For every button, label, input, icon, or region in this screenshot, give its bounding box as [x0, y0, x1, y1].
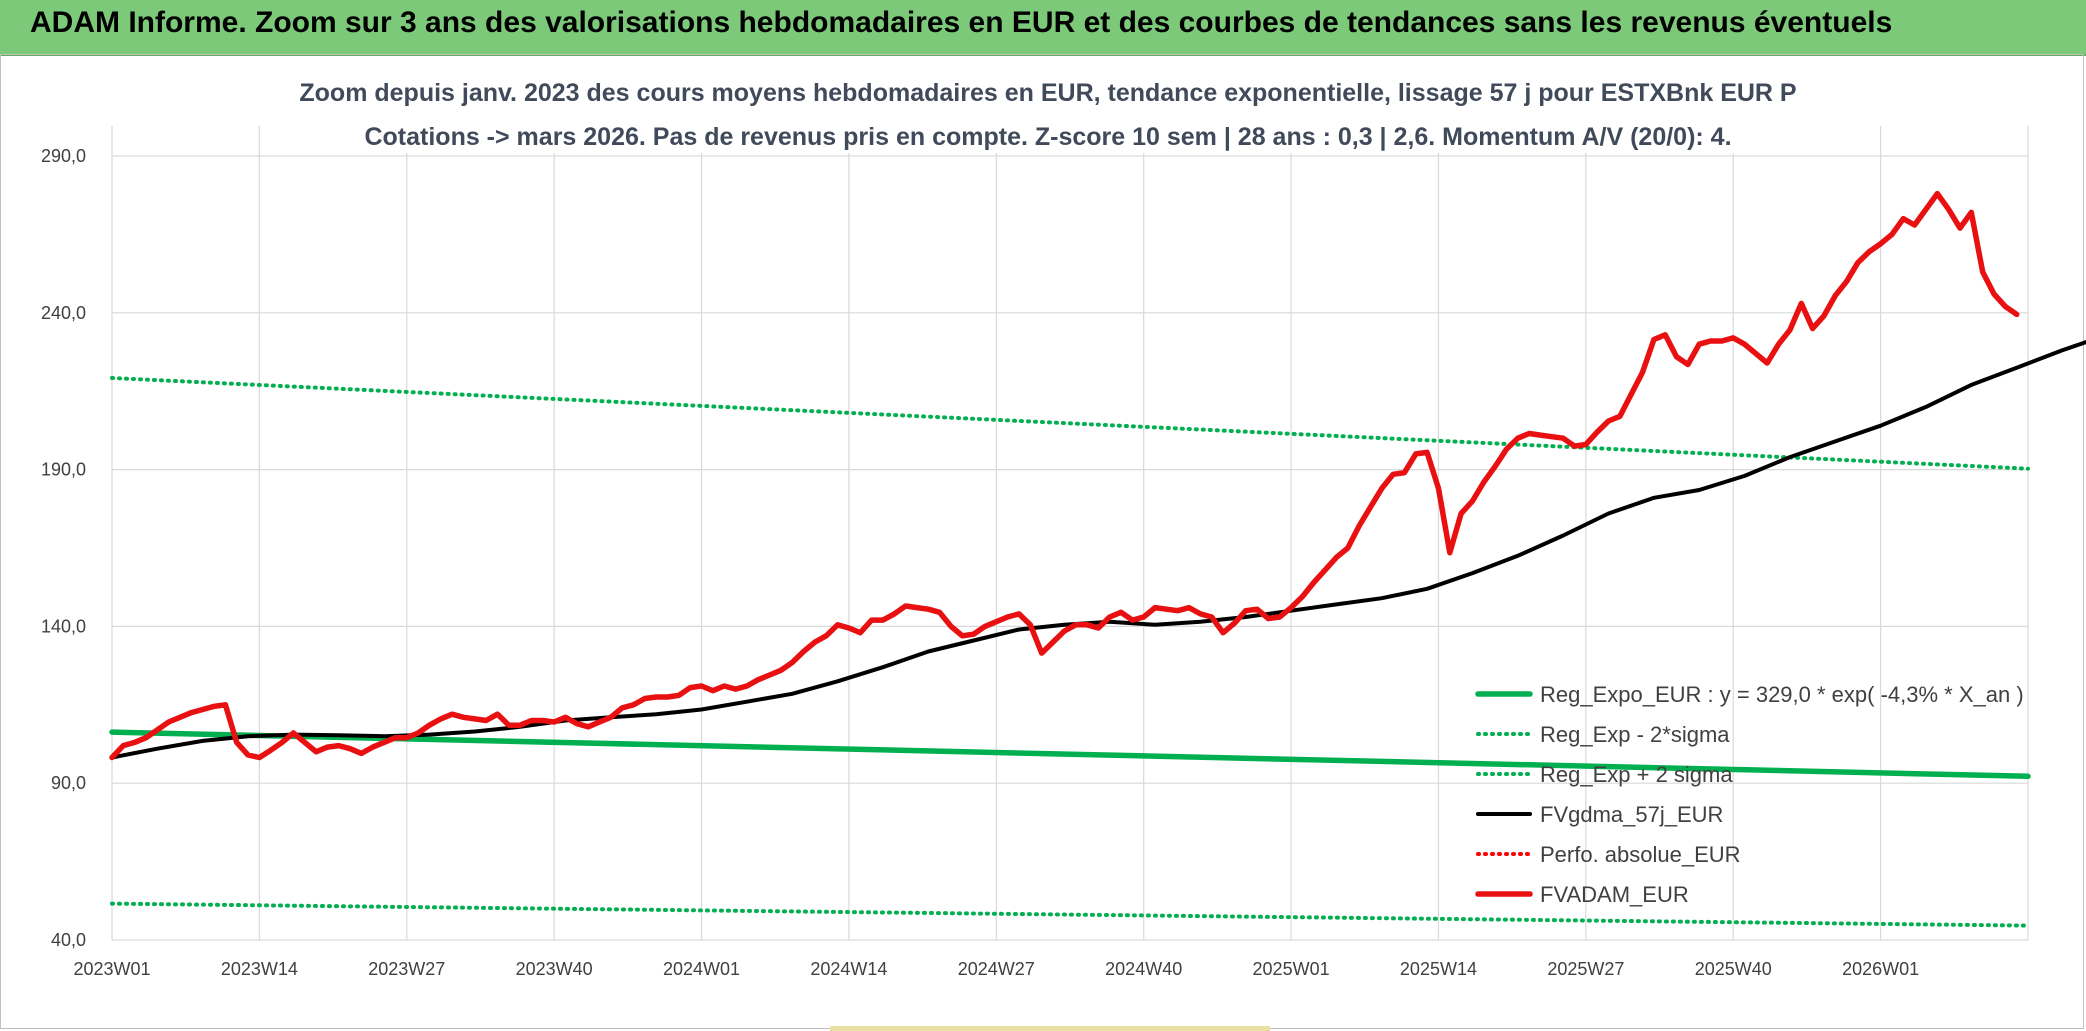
x-tick-label: 2026W01: [1842, 959, 1919, 979]
title-background: [358, 121, 1738, 153]
x-tick-label: 2023W27: [368, 959, 445, 979]
y-tick-label: 290,0: [41, 146, 86, 166]
x-tick-label: 2024W27: [958, 959, 1035, 979]
title-background: [293, 77, 1803, 109]
x-tick-label: 2024W14: [810, 959, 887, 979]
legend-label: FVADAM_EUR: [1540, 882, 1689, 907]
y-tick-label: 40,0: [51, 930, 86, 950]
series-line: [109, 729, 2031, 780]
x-tick-label: 2025W14: [1400, 959, 1477, 979]
chart-title-line: Cotations -> mars 2026. Pas de revenus p…: [364, 123, 1731, 151]
legend-label: Reg_Exp + 2 sigma: [1540, 762, 1733, 787]
x-tick-label: 2025W01: [1253, 959, 1330, 979]
legend-label: Perfo. absolue_EUR: [1540, 842, 1741, 867]
banner-title: ADAM Informe. Zoom sur 3 ans des valoris…: [30, 6, 1893, 39]
y-tick-label: 190,0: [41, 460, 86, 480]
series-line: [110, 376, 2030, 471]
x-tick-label: 2023W01: [73, 959, 150, 979]
x-tick-label: 2025W27: [1547, 959, 1624, 979]
legend-label: FVgdma_57j_EUR: [1540, 802, 1723, 827]
x-tick-label: 2024W01: [663, 959, 740, 979]
legend-label: Reg_Exp - 2*sigma: [1540, 722, 1730, 747]
y-tick-label: 240,0: [41, 303, 86, 323]
bottom-accent-bar: [830, 1026, 1270, 1031]
y-tick-label: 140,0: [41, 616, 86, 636]
x-tick-label: 2023W40: [516, 959, 593, 979]
series-line: [110, 901, 2030, 928]
chart-title-line: Zoom depuis janv. 2023 des cours moyens …: [299, 79, 1796, 107]
x-tick-label: 2025W40: [1695, 959, 1772, 979]
legend-label: Reg_Expo_EUR : y = 329,0 * exp( -4,3% * …: [1540, 682, 2024, 707]
x-tick-label: 2023W14: [221, 959, 298, 979]
report-banner: ADAM Informe. Zoom sur 3 ans des valoris…: [0, 0, 2086, 56]
series-line: [109, 190, 2020, 761]
x-tick-label: 2024W40: [1105, 959, 1182, 979]
y-tick-label: 90,0: [51, 773, 86, 793]
series-line: [110, 340, 2086, 760]
